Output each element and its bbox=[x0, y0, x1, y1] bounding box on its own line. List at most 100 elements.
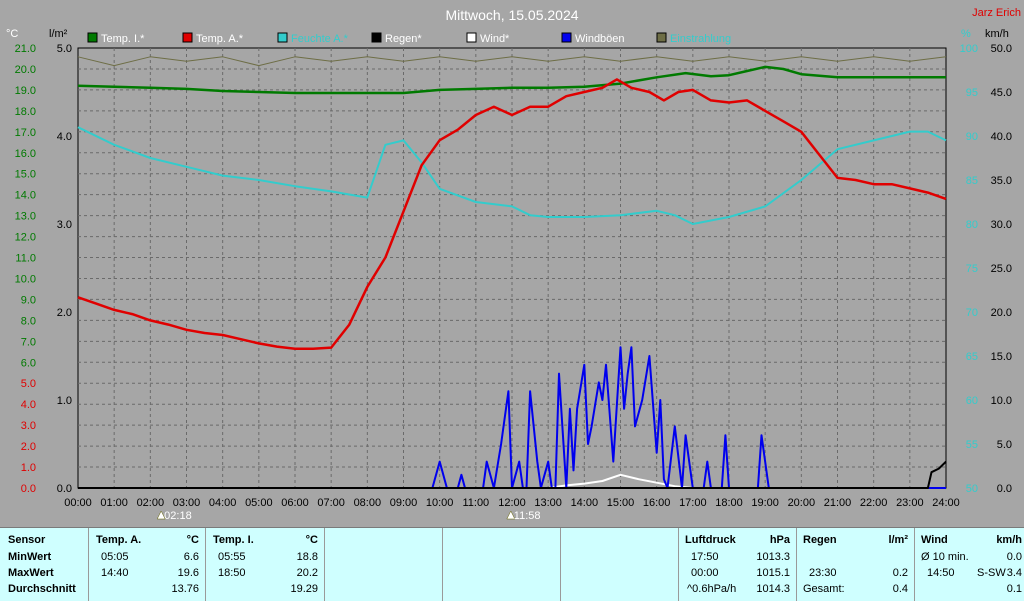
time-axis-tick: 08:00 bbox=[354, 497, 382, 509]
rain-max-value: 0.2 bbox=[892, 567, 908, 579]
time-axis-tick: 16:00 bbox=[643, 497, 671, 509]
stats-rain-column: Regen l/m² 23:30 0.2 Gesamt: 0.4 bbox=[796, 528, 914, 601]
legend-label: Temp. I.* bbox=[101, 33, 145, 45]
pressure-trend: ^0.6hPa/h bbox=[687, 583, 737, 595]
series-line-regen bbox=[78, 460, 947, 489]
time-axis-tick: 18:00 bbox=[715, 497, 743, 509]
weather-chart: Mittwoch, 15.05.2024 Jarz Erich °C l/m² … bbox=[6, 7, 1021, 522]
wind-unit-label: km/h bbox=[985, 28, 1009, 40]
rain-unit-label: l/m² bbox=[49, 28, 68, 40]
humidity-axis-tick: 80 bbox=[966, 219, 978, 231]
wind-avg-value: 0.0 bbox=[1006, 551, 1022, 563]
temp-a-header: Temp. A. bbox=[96, 534, 142, 546]
wind-max-direction: S-SW bbox=[977, 567, 1006, 579]
time-axis-tick: 05:00 bbox=[245, 497, 273, 509]
humidity-axis-tick: 60 bbox=[966, 395, 978, 407]
humidity-axis-tick: 100 bbox=[960, 43, 978, 55]
temp-axis-tick: 0.0 bbox=[21, 483, 36, 495]
legend-label: Wind* bbox=[480, 33, 510, 45]
temp-i-average: 19.29 bbox=[290, 583, 318, 595]
grid-lines bbox=[78, 48, 946, 488]
stats-wind-column: Wind km/h Ø 10 min. 0.0 14:50 S-SW 3.4 0… bbox=[914, 528, 1024, 601]
wind-axis-tick: 5.0 bbox=[997, 439, 1012, 451]
pressure-max-time: 00:00 bbox=[691, 567, 719, 579]
temp-i-min-value: 18.8 bbox=[296, 551, 318, 563]
marker-label: 02:18 bbox=[164, 510, 192, 522]
temp-axis-tick: 17.0 bbox=[15, 127, 36, 139]
time-axis-tick: 00:00 bbox=[64, 497, 92, 509]
marker-triangle-icon bbox=[156, 510, 166, 520]
humidity-axis-tick: 65 bbox=[966, 351, 978, 363]
rain-axis-tick: 2.0 bbox=[57, 307, 72, 319]
temp-i-min-time: 05:55 bbox=[218, 551, 246, 563]
legend-label: Feuchte A.* bbox=[291, 33, 349, 45]
wind-axis-tick: 45.0 bbox=[991, 87, 1012, 99]
wind-axis-tick: 50.0 bbox=[991, 43, 1012, 55]
stats-temp-a-column: Temp. A. °C 05:05 6.6 14:40 19.6 13.76 bbox=[88, 528, 205, 601]
time-axis-tick: 03:00 bbox=[173, 497, 201, 509]
time-axis-tick: 14:00 bbox=[571, 497, 599, 509]
stats-panel: Sensor MinWert MaxWert Durchschnitt Temp… bbox=[0, 527, 1024, 601]
legend-swatch bbox=[371, 32, 382, 43]
wind-axis-tick: 10.0 bbox=[991, 395, 1012, 407]
time-axis-tick: 12:00 bbox=[498, 497, 526, 509]
plot-area: 0.0 1.0 2.0 3.0 4.0 5.0 6.0 7.0 8.0 9.0 10.0 11.0 12… bbox=[15, 43, 1012, 522]
temp-axis-tick: 11.0 bbox=[15, 253, 36, 265]
temp-axis-tick: 12.0 bbox=[15, 232, 36, 244]
humidity-unit-label: % bbox=[961, 28, 971, 40]
temp-axis-tick: 2.0 bbox=[21, 441, 36, 453]
legend-swatch bbox=[656, 32, 667, 43]
wind-axis-tick: 15.0 bbox=[991, 351, 1012, 363]
wind-axis-tick: 30.0 bbox=[991, 219, 1012, 231]
rain-axis-tick: 0.0 bbox=[57, 483, 72, 495]
time-axis-tick: 24:00 bbox=[932, 497, 960, 509]
series-line-einstrahlung bbox=[77, 56, 947, 67]
temp-a-min-value: 6.6 bbox=[183, 551, 199, 563]
legend-label: Regen* bbox=[385, 33, 422, 45]
humidity-axis-tick: 95 bbox=[966, 87, 978, 99]
temp-a-max-time: 14:40 bbox=[101, 567, 129, 579]
temp-a-max-value: 19.6 bbox=[177, 567, 199, 579]
temp-a-min-time: 05:05 bbox=[101, 551, 129, 563]
stats-temp-i-column: Temp. I. °C 05:55 18.8 18:50 20.2 19.29 bbox=[205, 528, 324, 601]
time-axis-tick: 09:00 bbox=[390, 497, 418, 509]
pressure-min-value: 1013.3 bbox=[756, 551, 790, 563]
pressure-average: 1014.3 bbox=[756, 583, 790, 595]
temp-unit-label: °C bbox=[6, 28, 18, 40]
wind-axis-tick: 25.0 bbox=[991, 263, 1012, 275]
rain-header: Regen bbox=[803, 534, 837, 546]
rain-max-time: 23:30 bbox=[809, 567, 837, 579]
temp-a-unit: °C bbox=[186, 534, 199, 546]
humidity-axis-tick: 75 bbox=[966, 263, 978, 275]
marker-label: 11:58 bbox=[514, 510, 541, 522]
legend-label: Temp. A.* bbox=[196, 33, 244, 45]
wind-avg-label: Ø 10 min. bbox=[921, 551, 969, 563]
legend-swatch bbox=[466, 32, 477, 43]
humidity-axis-tick: 85 bbox=[966, 175, 978, 187]
time-axis-tick: 07:00 bbox=[317, 497, 345, 509]
marker-triangle-icon bbox=[506, 510, 516, 520]
rain-axis-tick: 5.0 bbox=[57, 43, 72, 55]
legend-swatch bbox=[561, 32, 572, 43]
time-axis-tick: 19:00 bbox=[751, 497, 779, 509]
wind-header: Wind bbox=[921, 534, 948, 546]
wind-axis-tick: 0.0 bbox=[997, 483, 1012, 495]
stats-empty-column-3 bbox=[560, 528, 678, 601]
stats-row-avg-label: Durchschnitt bbox=[8, 583, 76, 595]
wind-axis-tick: 40.0 bbox=[991, 131, 1012, 143]
temp-axis-tick: 3.0 bbox=[21, 420, 36, 432]
pressure-min-time: 17:50 bbox=[691, 551, 719, 563]
humidity-axis-tick: 90 bbox=[966, 131, 978, 143]
legend-swatch bbox=[87, 32, 98, 43]
stats-row-max-label: MaxWert bbox=[8, 567, 54, 579]
time-axis-tick: 10:00 bbox=[426, 497, 454, 509]
temp-i-max-time: 18:50 bbox=[218, 567, 246, 579]
time-axis-tick: 13:00 bbox=[534, 497, 562, 509]
temp-axis-tick: 20.0 bbox=[15, 64, 36, 76]
temp-axis-tick: 4.0 bbox=[21, 399, 36, 411]
time-axis-tick: 17:00 bbox=[679, 497, 707, 509]
legend-swatch bbox=[182, 32, 193, 43]
series-line-windb-en bbox=[78, 346, 946, 489]
temp-axis-tick: 16.0 bbox=[15, 148, 36, 160]
temp-axis-tick: 7.0 bbox=[21, 336, 36, 348]
